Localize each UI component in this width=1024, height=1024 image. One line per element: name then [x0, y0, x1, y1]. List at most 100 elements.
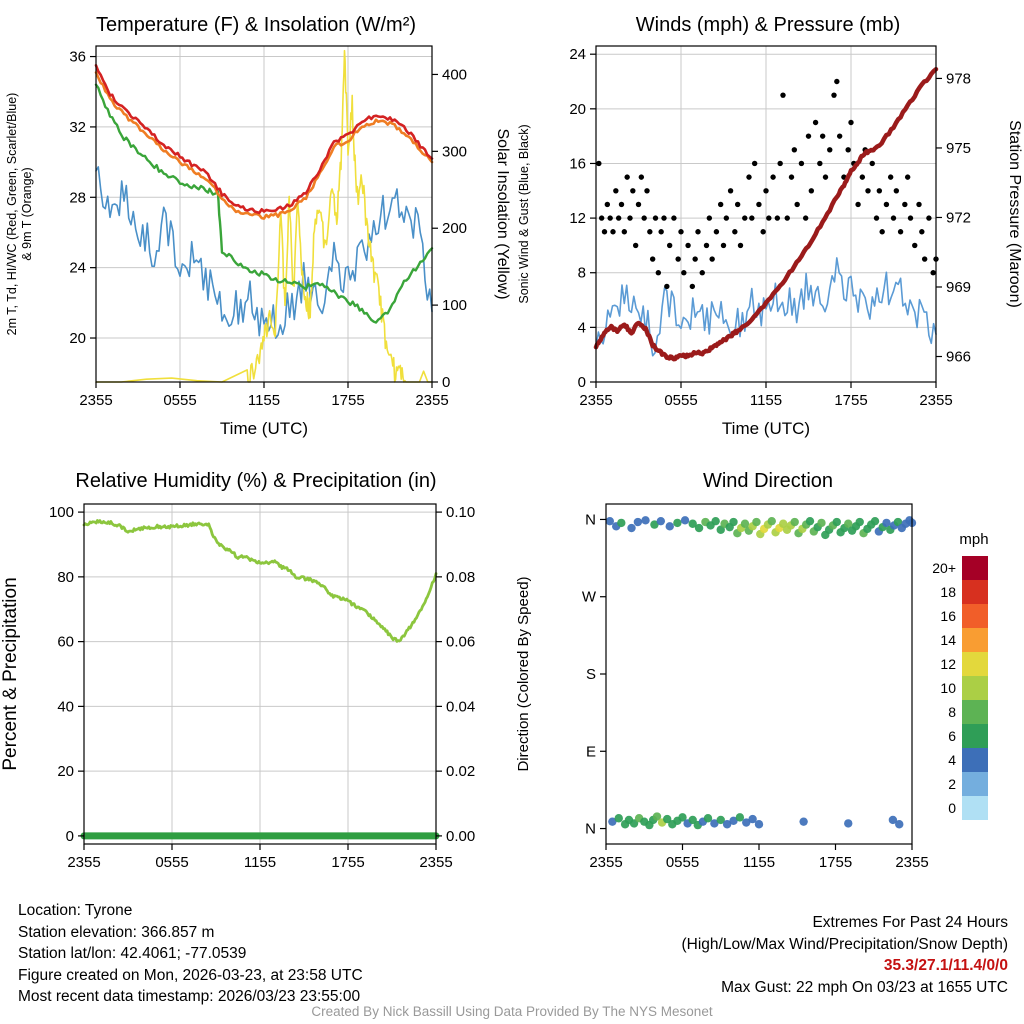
chart-title-winds: Winds (mph) & Pressure (mb)	[635, 14, 901, 36]
svg-text:2m T, Td, HI/WC (Red, Green, S: 2m T, Td, HI/WC (Red, Green, Scarlet/Blu…	[5, 93, 19, 336]
svg-text:8: 8	[578, 265, 586, 282]
svg-text:1155: 1155	[743, 854, 775, 871]
svg-text:8: 8	[948, 704, 956, 720]
svg-text:1755: 1755	[331, 392, 364, 409]
svg-text:2355: 2355	[919, 392, 952, 409]
panel-winds-pressure: Winds (mph) & Pressure (mb) 2355 0555 1155…	[512, 0, 1024, 462]
svg-text:100: 100	[442, 297, 467, 314]
svg-text:20: 20	[69, 330, 86, 347]
svg-text:0: 0	[578, 374, 586, 391]
station-info: Location: Tyrone Station elevation: 366.…	[18, 900, 363, 1008]
svg-text:2355: 2355	[579, 392, 612, 409]
svg-text:80: 80	[57, 569, 74, 586]
svg-text:0555: 0555	[666, 854, 699, 871]
chart-title-temperature: Temperature (F) & Insolation (W/m²)	[95, 14, 417, 36]
svg-text:0.02: 0.02	[446, 763, 475, 780]
svg-text:Direction (Colored By Speed): Direction (Colored By Speed)	[515, 576, 532, 771]
svg-text:0.04: 0.04	[446, 698, 475, 715]
svg-text:32: 32	[69, 119, 86, 136]
svg-text:1755: 1755	[819, 854, 852, 871]
svg-text:Station Pressure (Maroon): Station Pressure (Maroon)	[1006, 120, 1023, 308]
winds-pressure-chart: 2355 0555 1155 1755 235504812162024966969972…	[517, 45, 1023, 438]
svg-text:4: 4	[578, 319, 586, 336]
svg-text:0555: 0555	[155, 854, 188, 871]
station-latlon: Station lat/lon: 42.4061; -77.0539	[18, 945, 247, 962]
extremes-values: 35.3/27.1/11.4/0/0	[883, 957, 1008, 974]
svg-text:978: 978	[946, 70, 971, 87]
svg-text:16: 16	[569, 155, 586, 172]
svg-text:S: S	[586, 666, 596, 683]
svg-text:0: 0	[442, 374, 450, 391]
wind-direction-chart: 2355 0555 1155 1755 2355 N E S W N Direction (Colo…	[515, 503, 989, 871]
svg-text:24: 24	[569, 46, 586, 63]
svg-text:Time (UTC): Time (UTC)	[220, 419, 308, 438]
svg-text:2355: 2355	[419, 854, 452, 871]
svg-text:N: N	[585, 821, 596, 838]
svg-text:2355: 2355	[415, 392, 448, 409]
chart-title-humidity: Relative Humidity (%) & Precipitation (i…	[75, 470, 437, 492]
svg-text:969: 969	[946, 279, 971, 296]
svg-text:36: 36	[69, 49, 86, 66]
svg-text:1155: 1155	[244, 854, 276, 871]
svg-text:20: 20	[569, 101, 586, 118]
extremes-subtitle: (High/Low/Max Wind/Precipitation/Snow De…	[681, 935, 1009, 953]
svg-text:24: 24	[69, 260, 86, 277]
svg-text:972: 972	[946, 209, 971, 226]
svg-text:0.10: 0.10	[446, 504, 475, 521]
svg-text:16: 16	[940, 608, 956, 624]
station-location: Location: Tyrone	[18, 902, 133, 919]
svg-text:1755: 1755	[331, 854, 364, 871]
svg-text:2: 2	[948, 776, 956, 792]
svg-text:18: 18	[940, 584, 956, 600]
svg-text:10: 10	[940, 680, 956, 696]
svg-text:W: W	[582, 589, 597, 606]
humidity-precip-chart: 2355 0555 1155 1755 2355 0 20 40 60 80 100 0.00 0.02…	[0, 503, 475, 871]
svg-text:300: 300	[442, 143, 467, 160]
credit-line: Created By Nick Bassill Using Data Provi…	[311, 1004, 713, 1019]
svg-text:975: 975	[946, 140, 971, 157]
svg-text:20: 20	[57, 763, 74, 780]
svg-text:966: 966	[946, 349, 971, 366]
svg-text:6: 6	[948, 728, 956, 744]
svg-text:1155: 1155	[750, 392, 782, 409]
svg-text:0.00: 0.00	[446, 828, 475, 845]
extremes-title: Extremes For Past 24 Hours	[812, 914, 1008, 931]
svg-text:Percent & Precipitation: Percent & Precipitation	[0, 577, 21, 770]
svg-text:400: 400	[442, 66, 467, 83]
svg-text:Solar Insolation (Yellow): Solar Insolation (Yellow)	[494, 128, 511, 299]
svg-text:2355: 2355	[67, 854, 100, 871]
chart-title-wind-direction: Wind Direction	[702, 470, 834, 492]
svg-text:1155: 1155	[248, 392, 280, 409]
svg-text:0: 0	[66, 828, 74, 845]
extremes-info: Extremes For Past 24 Hours (High/Low/Max…	[682, 912, 1009, 998]
svg-text:20+: 20+	[932, 560, 956, 576]
svg-text:60: 60	[57, 634, 74, 651]
svg-text:0555: 0555	[163, 392, 196, 409]
svg-text:Time (UTC): Time (UTC)	[722, 419, 810, 438]
data-timestamp: Most recent data timestamp: 2026/03/23 2…	[18, 988, 361, 1005]
svg-text:0.08: 0.08	[446, 569, 475, 586]
temperature-insolation-chart: 2355 0555 1155 1755 2355 20 24 28 32 36 0 100 200 300…	[5, 45, 511, 438]
svg-text:4: 4	[948, 752, 956, 768]
svg-text:mph: mph	[959, 531, 988, 548]
svg-text:2355: 2355	[895, 854, 928, 871]
svg-text:12: 12	[940, 656, 956, 672]
svg-text:100: 100	[49, 504, 74, 521]
panel-humidity-precip: Relative Humidity (%) & Precipitation (i…	[0, 462, 512, 910]
svg-text:0: 0	[948, 800, 956, 816]
svg-text:0555: 0555	[664, 392, 697, 409]
svg-text:Sonic Wind & Gust (Blue, Black: Sonic Wind & Gust (Blue, Black)	[517, 124, 531, 303]
svg-text:1755: 1755	[834, 392, 867, 409]
svg-text:2355: 2355	[79, 392, 112, 409]
figure-created: Figure created on Mon, 2026-03-23, at 23…	[18, 966, 363, 984]
svg-text:14: 14	[940, 632, 956, 648]
svg-text:40: 40	[57, 698, 74, 715]
svg-text:E: E	[586, 743, 596, 760]
svg-text:28: 28	[69, 189, 86, 206]
svg-text:12: 12	[569, 210, 586, 227]
svg-text:200: 200	[442, 220, 467, 237]
station-elevation: Station elevation: 366.857 m	[18, 923, 215, 941]
svg-text:& 9m T (Orange): & 9m T (Orange)	[20, 167, 34, 260]
panel-wind-direction: Wind Direction 2355 0555 1155 1755 2355 N E S W N…	[512, 462, 1024, 910]
